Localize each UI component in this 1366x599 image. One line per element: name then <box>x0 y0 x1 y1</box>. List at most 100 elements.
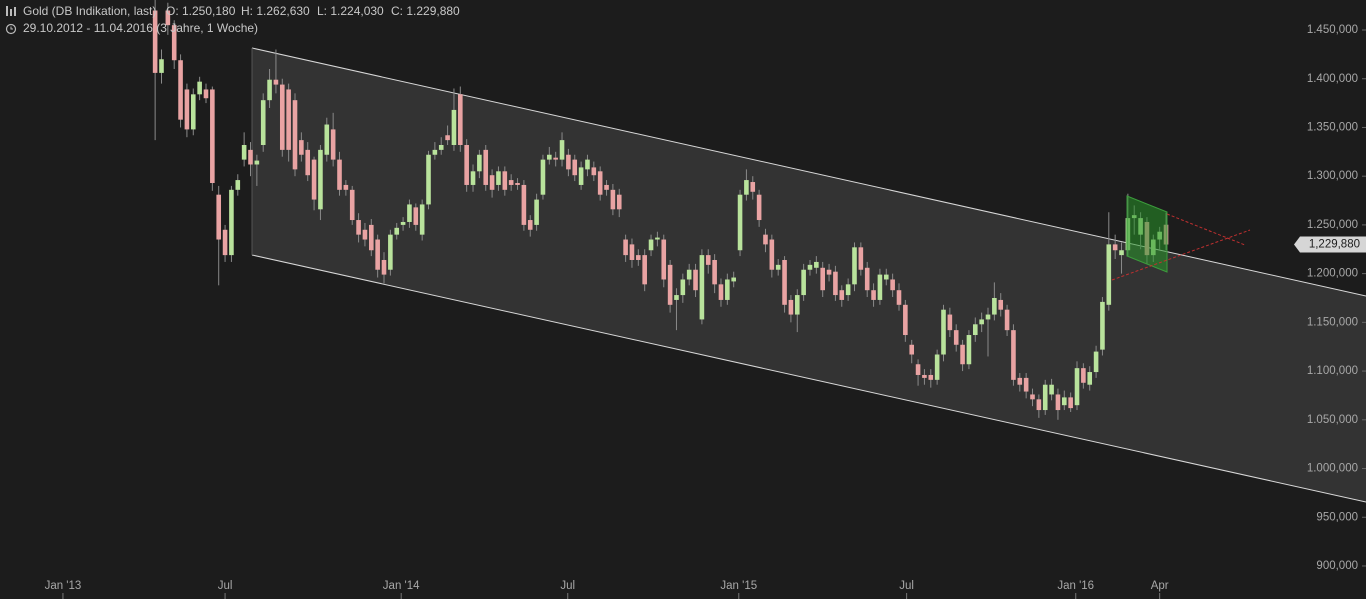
clock-icon <box>10 26 13 30</box>
candle-body <box>464 145 469 185</box>
candle-body <box>744 180 749 195</box>
candle-body <box>343 184 349 190</box>
candle-body <box>877 274 883 300</box>
candle-body <box>864 267 870 291</box>
candle-body <box>667 264 673 305</box>
y-tick-label: 1.150,000 <box>1307 316 1358 328</box>
candle-body <box>725 279 730 300</box>
candle-body <box>502 171 508 190</box>
candle-body <box>572 159 578 176</box>
candle-body <box>1055 394 1061 411</box>
candle-body <box>597 171 603 195</box>
candle-body <box>515 183 520 185</box>
ohlc-info: O: 1.250,180 <box>166 4 236 18</box>
candle-body <box>833 271 838 296</box>
candle-body <box>159 59 164 73</box>
candle-body <box>883 274 889 280</box>
candle-body <box>953 330 959 345</box>
candle-body <box>1093 351 1099 373</box>
candle-body <box>349 189 355 221</box>
candle-body <box>845 284 851 296</box>
y-tick-label: 1.200,000 <box>1307 268 1358 280</box>
candle-body <box>241 145 247 160</box>
candle-body <box>508 180 514 185</box>
candle-body <box>896 290 902 305</box>
y-tick-label: 950,000 <box>1316 511 1358 523</box>
x-tick-label: Jan '13 <box>45 580 82 592</box>
candle-body <box>254 160 260 165</box>
x-tick-label: Jul <box>218 580 233 592</box>
candle-body <box>604 184 609 190</box>
candle-body <box>318 149 323 210</box>
candle-body <box>171 25 177 61</box>
candle-body <box>279 84 285 150</box>
candle-body <box>934 354 940 380</box>
candle-body <box>458 94 463 145</box>
candle-body <box>356 220 361 235</box>
candle-body <box>311 159 317 200</box>
candle-body <box>1112 244 1118 251</box>
candle-body <box>394 227 400 235</box>
candle-body <box>477 154 482 172</box>
candle-body <box>1074 368 1080 406</box>
candle-body <box>960 344 965 365</box>
candle-body <box>705 255 711 265</box>
candle-body <box>1036 399 1042 411</box>
channel-upper-line <box>251 47 1366 297</box>
candle-body <box>553 157 558 160</box>
y-tick-label: 1.250,000 <box>1307 219 1358 231</box>
candle-body <box>337 159 342 190</box>
candle-body <box>413 207 419 225</box>
chart-title: Gold (DB Indikation, last) <box>23 4 156 18</box>
candle-body <box>782 259 787 305</box>
candle-body <box>286 89 291 150</box>
candle-body <box>165 10 171 26</box>
projection-line <box>1111 229 1251 281</box>
x-tick-label: Jan '16 <box>1057 580 1094 592</box>
x-tick-label: Jul <box>899 580 914 592</box>
y-tick-label: 1.350,000 <box>1307 121 1358 133</box>
candle-body <box>680 279 686 296</box>
candle-body <box>928 374 934 380</box>
candle-body <box>1011 330 1016 380</box>
candle-body <box>947 314 953 331</box>
candle-body <box>1081 368 1086 383</box>
candle-body <box>585 159 590 170</box>
candle-body <box>292 100 298 170</box>
candle-body <box>407 204 412 222</box>
candle-body <box>979 319 984 325</box>
candle-body <box>636 255 641 260</box>
candle-body <box>858 247 864 270</box>
candle-body <box>686 269 692 280</box>
candle-body <box>1049 384 1054 395</box>
candle-body <box>655 237 660 240</box>
candle-body <box>419 204 425 235</box>
candle-body <box>432 149 438 155</box>
candle-body <box>839 290 845 300</box>
ohlc-info: H: 1.262,630 <box>241 4 310 18</box>
candle-body <box>1030 394 1035 400</box>
clock-icon <box>5 23 17 35</box>
candle-body <box>152 10 158 73</box>
candle-body <box>527 220 533 230</box>
candle-body <box>992 297 997 315</box>
candle-body <box>426 154 431 205</box>
candle-body <box>972 324 978 336</box>
candle-body <box>229 189 234 256</box>
trend-channel <box>252 48 1366 502</box>
candle-body <box>190 94 196 130</box>
x-tick-label: Apr <box>1151 580 1169 592</box>
candle-body <box>915 364 921 375</box>
candle-body <box>400 221 406 225</box>
candle-body <box>775 264 781 270</box>
candle-body <box>966 335 972 365</box>
candle-body <box>547 154 552 160</box>
header: Gold (DB Indikation, last) O: 1.250,180 … <box>5 4 460 35</box>
candle-body <box>769 239 775 270</box>
candle-body <box>699 255 705 320</box>
y-tick-label: 1.100,000 <box>1307 365 1358 377</box>
candle-body <box>763 234 768 245</box>
x-tick-label: Jan '14 <box>383 580 420 592</box>
candle-body <box>375 239 380 270</box>
